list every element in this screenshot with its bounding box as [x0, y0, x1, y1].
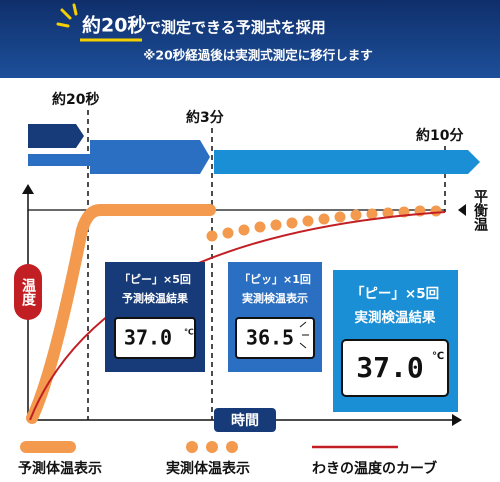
- sparkle: [56, 3, 78, 28]
- equilibrium-label: 平衡温: [472, 189, 488, 231]
- timeline-label: 約10分: [416, 127, 463, 144]
- box-line1: 「ピー」×5回: [119, 272, 191, 286]
- box-line1: 「ピッ」×1回: [239, 272, 311, 286]
- title-rest: で測定できる予測式を採用: [146, 19, 326, 37]
- lcd: [114, 317, 196, 359]
- phase-arrow: [28, 124, 84, 148]
- box-reading: 37.0: [124, 326, 172, 350]
- x-axis-label: 時間: [231, 412, 259, 429]
- y-axis-label: 温度: [20, 278, 36, 307]
- legend-label: 実測体温表示: [166, 460, 250, 477]
- equilibrium-pointer: [458, 204, 466, 216]
- legend-label: 予測体温表示: [18, 460, 102, 477]
- predicted-curve: [26, 204, 216, 424]
- box-reading: 37.0: [356, 351, 423, 384]
- timeline-label: 約3分: [186, 109, 224, 126]
- legend-swatch: [186, 441, 238, 453]
- y-axis-arrow: [22, 184, 34, 194]
- box-unit: ℃: [184, 328, 194, 337]
- lcd: [341, 339, 449, 397]
- box-line2: 実測検温結果: [355, 309, 436, 326]
- box-reading: 36.5: [246, 326, 294, 350]
- phase-arrow: [90, 140, 210, 174]
- blink-marks: [299, 321, 309, 349]
- header-note: ※20秒経過後は実測式測定に移行します: [143, 48, 373, 63]
- box-line2: 実測検温表示: [242, 291, 308, 305]
- title-highlight: 約20秒: [82, 14, 146, 37]
- legend-label: わきの温度のカーブ: [312, 460, 437, 477]
- y-axis-pill: [14, 264, 42, 320]
- box-line2: 予測検温結果: [122, 291, 188, 305]
- measured-dots: [206, 205, 442, 242]
- box-unit: ℃: [432, 351, 444, 362]
- phase-arrow: [214, 150, 480, 174]
- lcd: [235, 317, 315, 359]
- box-line1: 「ピー」×5回: [351, 285, 439, 302]
- x-axis-arrow: [452, 414, 462, 426]
- timeline-label: 約20秒: [52, 91, 99, 108]
- x-axis-pill: [214, 408, 276, 432]
